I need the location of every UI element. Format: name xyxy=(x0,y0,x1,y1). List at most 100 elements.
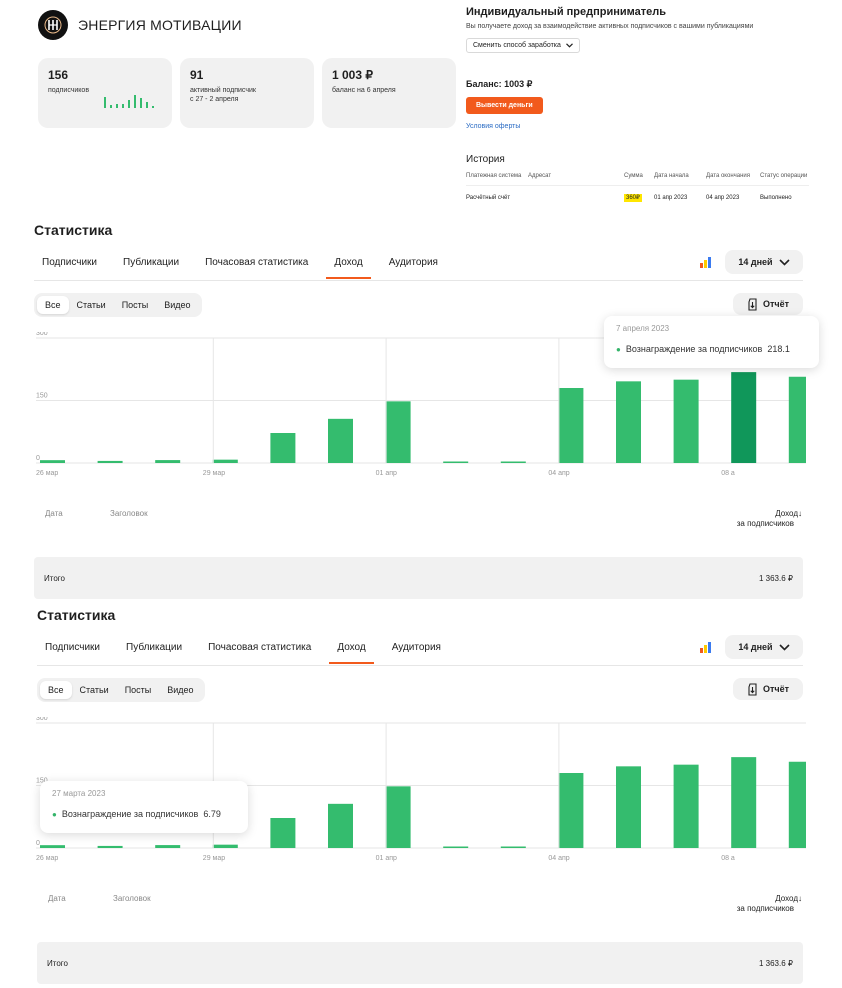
history-start: 01 апр 2023 xyxy=(654,194,688,201)
legend-dot-icon: ● xyxy=(616,345,621,354)
chart-bar[interactable] xyxy=(385,401,411,463)
filter-all[interactable]: Все xyxy=(37,296,69,314)
history-header: Адресат xyxy=(528,173,624,186)
column-income[interactable]: Доход↓ за подписчиков xyxy=(700,894,802,914)
tooltip-label: Вознаграждение за подписчиков xyxy=(61,809,199,819)
filter-all[interactable]: Все xyxy=(40,681,72,699)
total-row: Итого 1 363.6 ₽ xyxy=(37,942,803,984)
chart-bar[interactable] xyxy=(40,460,65,463)
tab-hourly[interactable]: Почасовая статистика xyxy=(208,642,312,653)
tab-publications[interactable]: Публикации xyxy=(123,257,180,268)
tab-audience[interactable]: Аудитория xyxy=(388,257,438,268)
x-tick-label: 04 апр xyxy=(548,470,569,477)
period-select[interactable]: 14 дней xyxy=(725,250,803,274)
total-label: Итого xyxy=(44,573,65,583)
filter-articles[interactable]: Статьи xyxy=(76,300,106,310)
filter-articles[interactable]: Статьи xyxy=(79,685,109,695)
x-tick-label: 04 апр xyxy=(548,855,569,862)
card-value: 1 003 ₽ xyxy=(332,68,373,82)
column-income-label: Доход↓ xyxy=(775,509,802,518)
chart-bar[interactable] xyxy=(270,433,296,463)
chart-bar[interactable] xyxy=(40,845,65,848)
bar-chart-icon[interactable] xyxy=(700,257,714,268)
chart-bar[interactable] xyxy=(731,757,757,848)
chart-bar[interactable] xyxy=(616,766,641,848)
total-row: Итого 1 363.6 ₽ xyxy=(34,557,803,599)
chart-bar[interactable] xyxy=(270,818,296,848)
history-header: Сумма xyxy=(624,173,654,186)
change-mode-select[interactable]: Сменить способ заработка xyxy=(466,38,580,53)
chart-bar[interactable] xyxy=(385,786,411,848)
chart-bar[interactable] xyxy=(328,803,353,848)
chart-bar[interactable] xyxy=(500,461,526,464)
x-tick-label: 01 апр xyxy=(376,470,397,477)
card-value: 91 xyxy=(190,68,204,82)
history-amount-value: 360₽ xyxy=(624,194,642,202)
filter-posts[interactable]: Посты xyxy=(124,685,152,695)
chart-tooltip: 27 марта 2023 ● Вознаграждение за подписч… xyxy=(40,781,248,833)
history-table: Платежная система Адресат Сумма Дата нач… xyxy=(466,173,809,205)
tab-publications[interactable]: Публикации xyxy=(126,642,183,653)
tab-hourly[interactable]: Почасовая статистика xyxy=(205,257,309,268)
tab-income[interactable]: Доход xyxy=(329,633,375,664)
tab-audience[interactable]: Аудитория xyxy=(391,642,441,653)
column-income-sub: за подписчиков xyxy=(736,519,794,528)
filter-videos[interactable]: Видео xyxy=(167,685,194,695)
card-value: 156 xyxy=(48,68,69,82)
tab-subscribers[interactable]: Подписчики xyxy=(42,257,98,268)
chart-bar[interactable] xyxy=(328,418,353,463)
chart-bar[interactable] xyxy=(558,388,584,463)
column-income[interactable]: Доход↓ за подписчиков xyxy=(700,509,802,529)
active-subscribers-card[interactable]: 91 активный подписчик с 27 - 2 апреля xyxy=(180,58,314,128)
period-select[interactable]: 14 дней xyxy=(725,635,803,659)
column-date[interactable]: Дата xyxy=(48,894,66,903)
chart-bar[interactable] xyxy=(443,461,469,464)
chart-bar[interactable] xyxy=(97,845,123,848)
chart-bar[interactable] xyxy=(788,761,806,848)
offer-link[interactable]: Условия оферты xyxy=(466,123,521,130)
report-button[interactable]: Отчёт xyxy=(733,678,803,700)
chart-bar[interactable] xyxy=(788,376,806,463)
chart-bar[interactable] xyxy=(673,379,699,463)
chart-bar[interactable] xyxy=(500,846,526,849)
chart-bar[interactable] xyxy=(616,381,641,463)
period-label: 14 дней xyxy=(738,257,773,267)
chart-bar[interactable] xyxy=(97,460,123,463)
bar-chart-icon[interactable] xyxy=(700,642,714,653)
y-tick-label: 150 xyxy=(36,778,48,785)
chart-bar[interactable] xyxy=(558,773,584,848)
tab-subscribers[interactable]: Подписчики xyxy=(45,642,101,653)
monetization-panel: Индивидуальный предприниматель Вы получа… xyxy=(466,6,811,205)
chart-tooltip: 7 апреля 2023 ● Вознаграждение за подписч… xyxy=(604,316,819,368)
subscribers-card[interactable]: 156 подписчиков xyxy=(38,58,172,128)
chart-svg: 300 150 0 26 мар 29 мар 01 апр 04 апр 08 а xyxy=(36,717,806,862)
chart-bar[interactable] xyxy=(155,845,181,848)
chart-bar[interactable] xyxy=(155,460,181,463)
column-date[interactable]: Дата xyxy=(45,509,63,518)
tooltip-label: Вознаграждение за подписчиков xyxy=(625,344,763,354)
y-tick-label: 0 xyxy=(36,455,40,462)
chevron-down-icon xyxy=(779,258,790,266)
export-icon xyxy=(748,297,757,311)
ip-title: Индивидуальный предприниматель xyxy=(466,6,666,18)
chevron-down-icon xyxy=(565,43,573,48)
chart-bar[interactable] xyxy=(212,844,238,848)
chart-bar[interactable] xyxy=(212,459,238,463)
chart-bar[interactable] xyxy=(673,764,699,848)
channel-logo[interactable] xyxy=(38,10,68,40)
card-label: подписчиков xyxy=(48,87,90,94)
tooltip-date: 27 марта 2023 xyxy=(52,789,106,798)
statistics-section: Статистика Подписчики Публикации Почасовая … xyxy=(0,607,842,988)
chart-bar[interactable] xyxy=(443,846,469,849)
filter-videos[interactable]: Видео xyxy=(164,300,191,310)
history-header: Платежная система xyxy=(466,173,528,186)
table-row: Расчётный счёт 360₽ 01 апр 2023 04 апр 2… xyxy=(466,186,809,206)
balance-card[interactable]: 1 003 ₽ баланс на 6 апреля xyxy=(322,58,456,128)
history-header: Дата начала xyxy=(654,173,706,186)
filter-posts[interactable]: Посты xyxy=(121,300,149,310)
tab-income[interactable]: Доход xyxy=(326,248,372,279)
history-end: 04 апр 2023 xyxy=(706,194,740,201)
withdraw-button[interactable]: Вывести деньги xyxy=(466,97,543,114)
chart-bar[interactable] xyxy=(731,372,757,463)
report-button[interactable]: Отчёт xyxy=(733,293,803,315)
